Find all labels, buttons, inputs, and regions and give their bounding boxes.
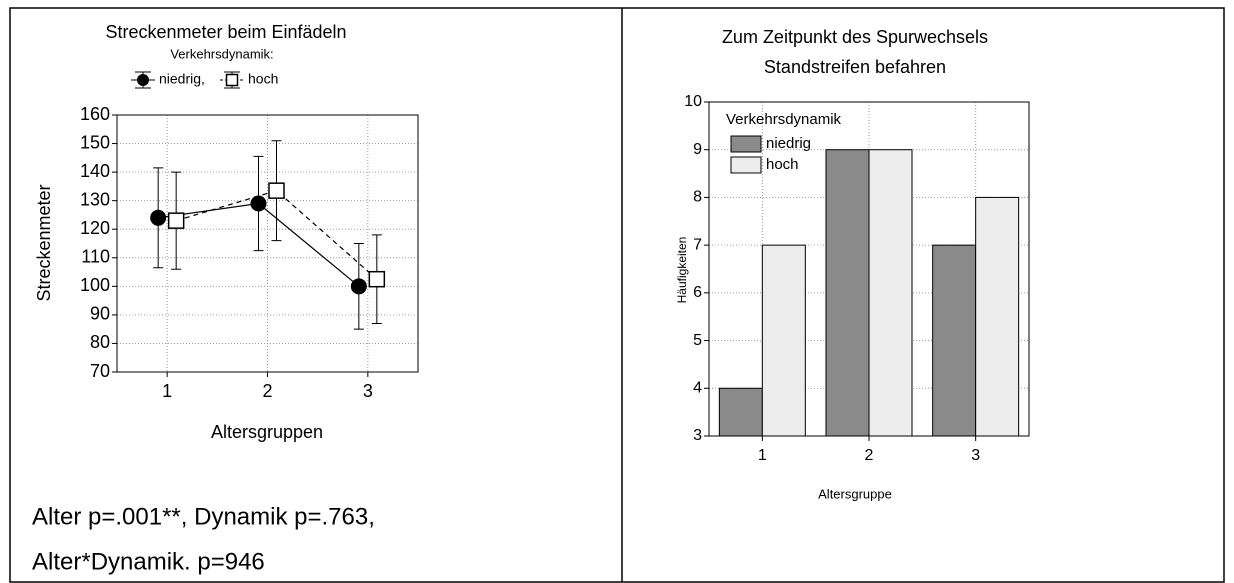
y-tick-label: 5 (693, 332, 702, 349)
bar (932, 244, 977, 437)
y-tick-label: 8 (693, 189, 702, 206)
y-tick-label: 120 (80, 218, 110, 238)
legend-label: hoch (248, 71, 278, 87)
chart-title: Zum Zeitpunkt des Spurwechsels (722, 27, 988, 47)
bar (761, 244, 806, 437)
y-tick-label: 110 (81, 247, 110, 267)
y-axis-label: Streckenmeter (34, 184, 54, 301)
marker (167, 212, 185, 229)
chart-title: Standstreifen befahren (764, 57, 946, 77)
plot-area (117, 115, 418, 372)
note: Alter*Dynamik. p=946 (32, 548, 265, 575)
bar (868, 149, 913, 437)
marker (268, 182, 285, 199)
y-tick-label: 160 (80, 104, 110, 124)
y-tick-label: 4 (693, 380, 702, 397)
table-border (9, 7, 1225, 583)
y-tick-label: 100 (80, 275, 110, 295)
x-tick-label: 3 (971, 447, 980, 464)
bar (718, 387, 763, 437)
marker (250, 195, 267, 212)
plot-frame (708, 101, 1030, 437)
legend-label: niedrig (766, 135, 811, 152)
legend-swatch (730, 135, 762, 153)
y-tick-label: 9 (693, 141, 702, 158)
legend-marker (225, 73, 239, 87)
legend-marker (137, 74, 149, 86)
y-tick-label: 7 (693, 236, 702, 253)
marker (150, 209, 167, 226)
y-tick-label: 10 (684, 93, 702, 110)
y-tick-label: 70 (90, 361, 110, 381)
legend-label: niedrig, (159, 71, 205, 87)
y-tick-label: 6 (693, 284, 702, 301)
x-tick-label: 1 (758, 447, 767, 464)
series-line (175, 190, 378, 280)
x-tick-label: 2 (262, 381, 272, 401)
x-tick-label: 2 (865, 447, 874, 464)
y-tick-label: 140 (80, 161, 110, 181)
x-axis-label: Altersgruppe (818, 486, 892, 501)
y-tick-label: 90 (90, 304, 110, 324)
x-tick-label: 3 (363, 381, 373, 401)
y-tick-label: 130 (80, 189, 110, 209)
chart-title: Streckenmeter beim Einfädeln (105, 22, 346, 42)
x-axis-label: Altersgruppen (211, 422, 323, 442)
y-axis-label: Häufigkeiten (675, 237, 689, 304)
plot-frame (116, 114, 419, 373)
marker (350, 278, 367, 295)
note: Alter p=.001**, Dynamik p=.763, (32, 503, 375, 530)
legend-title: Verkehrsdynamik (726, 111, 842, 128)
bar (825, 149, 870, 437)
x-tick-label: 1 (162, 381, 172, 401)
legend-title: Verkehrsdynamik: (170, 46, 273, 61)
legend-label: hoch (766, 156, 799, 173)
y-tick-label: 150 (80, 132, 110, 152)
legend-swatch (730, 156, 762, 174)
y-tick-label: 3 (693, 427, 702, 444)
marker (368, 270, 386, 288)
y-tick-label: 80 (90, 332, 110, 352)
bar (975, 196, 1020, 437)
